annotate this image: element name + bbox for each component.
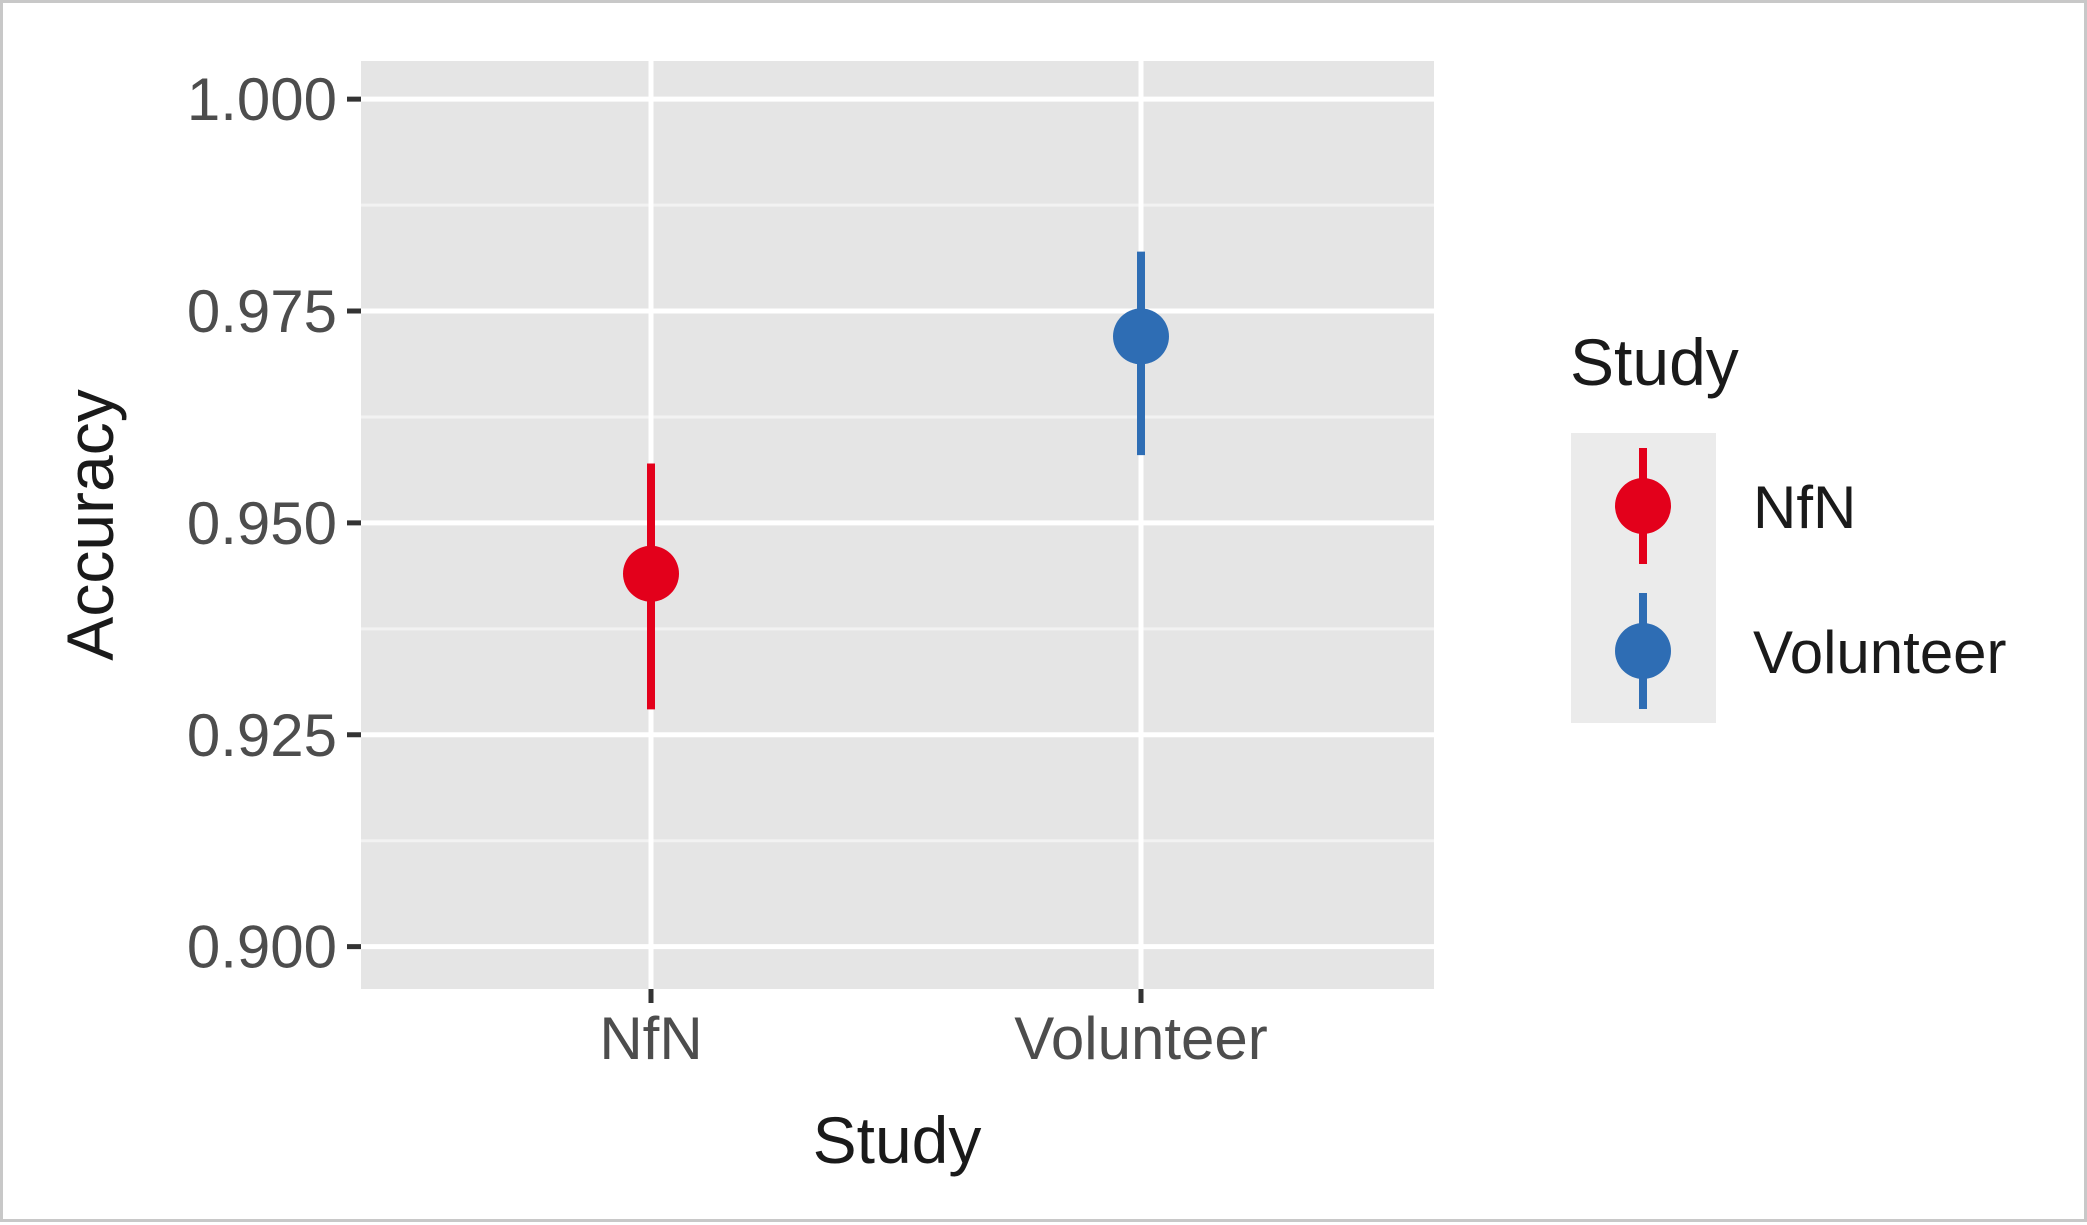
data-point <box>1113 308 1169 365</box>
legend-title: Study <box>1570 325 1739 399</box>
data-point <box>623 545 679 602</box>
minor-gridlines <box>361 203 1434 843</box>
y-tick-label: 0.900 <box>187 914 337 981</box>
y-tick-label: 0.975 <box>187 278 337 345</box>
x-axis: NfN Volunteer <box>599 989 1268 1072</box>
data-marks <box>623 251 1169 710</box>
legend-label: NfN <box>1753 474 1856 541</box>
x-tick-label: Volunteer <box>1014 1005 1268 1072</box>
y-tick-label: 1.000 <box>187 66 337 133</box>
legend-label: Volunteer <box>1753 619 2007 686</box>
pointrange-chart: 0.900 0.925 0.950 0.975 1.000 NfN Volunteer A… <box>53 61 2007 1177</box>
legend-keys: NfN Volunteer <box>1615 448 2007 709</box>
legend-key-point <box>1615 478 1671 534</box>
y-tick-label: 0.925 <box>187 702 337 769</box>
legend: Study NfN Volunteer <box>1570 325 2007 723</box>
x-axis-title: Study <box>813 1103 982 1177</box>
x-tick-label: NfN <box>599 1005 702 1072</box>
y-tick-label: 0.950 <box>187 490 337 557</box>
y-axis: 0.900 0.925 0.950 0.975 1.000 <box>187 66 361 981</box>
legend-key-point <box>1615 623 1671 679</box>
y-axis-title: Accuracy <box>53 389 127 660</box>
